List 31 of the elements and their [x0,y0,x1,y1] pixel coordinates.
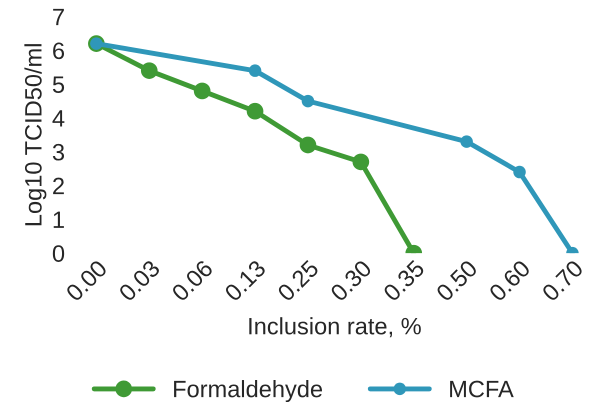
x-tick-label: 0.70 [541,259,584,302]
y-tick-label: 7 [53,8,64,26]
point [194,82,210,100]
point [352,154,370,170]
legend-label: MCFA [450,380,514,398]
x-tick-label: 0.60 [488,259,532,302]
y-tick-label: 0 [52,245,64,262]
x-tick-label: 0.50 [435,259,478,302]
point [513,166,526,178]
point [140,62,158,79]
point [302,94,314,108]
y-axis-title: Log10 TCID50/ml [24,44,46,226]
point [248,64,262,77]
y-tick-label: 3 [52,144,64,161]
y-tick-label: 5 [52,76,64,93]
y-tick-label: 4 [52,110,64,127]
legend-label: Formaldehyde [174,380,322,402]
x-tick-label: 0.03 [118,259,161,302]
x-tick-label: 0.06 [170,259,214,302]
y-tick-label: 6 [53,42,64,60]
point [460,135,473,148]
x-axis-title: Inclusion rate, % [249,317,421,338]
point [246,102,264,120]
y-tick-label: 2 [53,178,64,194]
x-tick-label: 0.25 [276,259,320,302]
x-tick-label: 0.00 [64,259,108,302]
x-tick-label: 0.13 [224,259,267,302]
y-tick-label: 1 [54,212,64,228]
point [300,136,316,154]
x-tick-label: 0.35 [382,259,426,302]
x-tick-label: 0.30 [329,259,372,302]
